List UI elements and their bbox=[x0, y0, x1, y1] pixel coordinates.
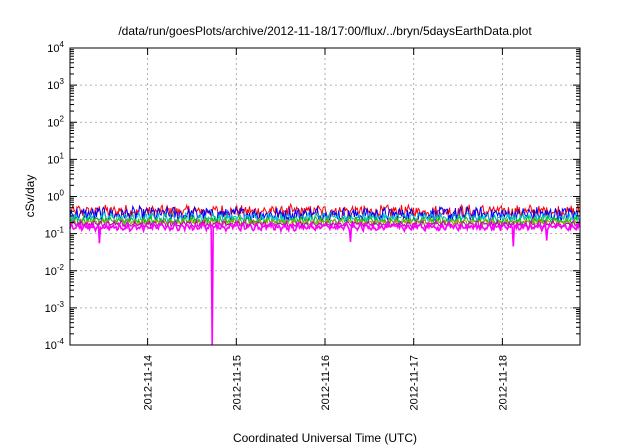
y-tick-label: 100 bbox=[47, 189, 64, 204]
series-line bbox=[69, 220, 581, 346]
y-tick-label: 103 bbox=[47, 77, 64, 92]
y-tick-label: 10-1 bbox=[45, 226, 65, 241]
x-tick-label: 2012-11-14 bbox=[143, 355, 155, 410]
y-tick-label: 104 bbox=[47, 40, 64, 55]
series-line bbox=[69, 211, 581, 225]
axis-ticks: 104 103 102 101 100 10-1 10-2 10-3 10-4 2012-11-1… bbox=[45, 40, 580, 410]
grid-lines bbox=[70, 48, 580, 345]
y-tick-label: 10-2 bbox=[45, 263, 65, 278]
y-axis-label: cSv/day bbox=[23, 175, 37, 218]
y-tick-label: 102 bbox=[47, 114, 64, 129]
x-tick-label: 2012-11-16 bbox=[320, 355, 332, 410]
x-axis-label: Coordinated Universal Time (UTC) bbox=[233, 431, 417, 445]
y-tick-label: 10-3 bbox=[45, 300, 65, 315]
chart-title: /data/run/goesPlots/archive/2012-11-18/1… bbox=[118, 24, 532, 38]
x-tick-label: 2012-11-15 bbox=[231, 355, 243, 410]
y-tick-label: 10-4 bbox=[45, 337, 65, 352]
y-tick-label: 101 bbox=[47, 151, 64, 166]
series-layer bbox=[69, 202, 581, 346]
x-tick-label: 2012-11-17 bbox=[409, 355, 421, 410]
x-tick-label: 2012-11-18 bbox=[497, 355, 509, 410]
